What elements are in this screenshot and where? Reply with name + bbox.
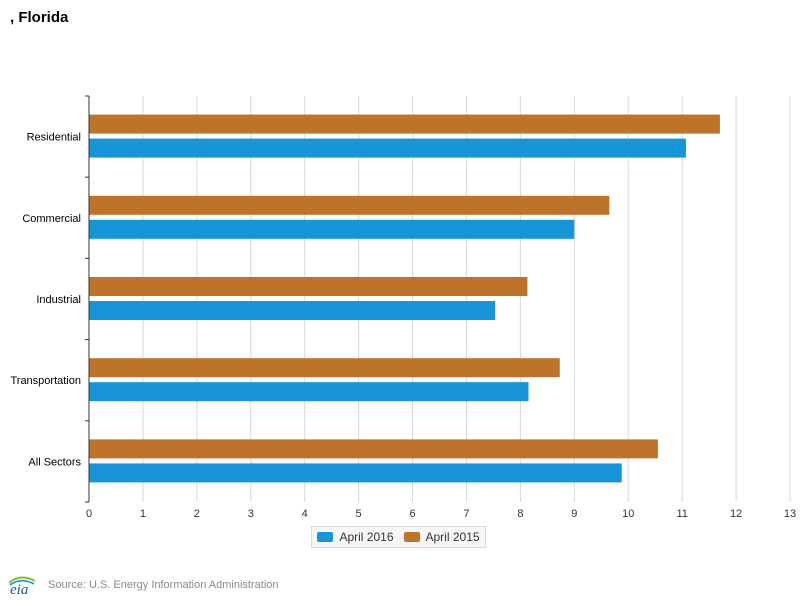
footer: eia Source: U.S. Energy Information Admi… — [6, 574, 279, 596]
legend-swatch-april-2015 — [403, 532, 420, 542]
legend: April 2016 April 2015 — [311, 526, 486, 548]
x-tick-label: 13 — [784, 508, 796, 520]
y-category-label: All Sectors — [28, 456, 81, 468]
bar-april-2016 — [89, 301, 496, 320]
bar-april-2016 — [89, 382, 529, 402]
eia-logo: eia — [8, 576, 36, 596]
chart-title: , Florida — [10, 9, 69, 26]
x-tick-label: 2 — [194, 508, 200, 520]
legend-swatch-april-2016 — [317, 532, 334, 542]
y-category-label: Industrial — [36, 294, 81, 306]
x-tick-label: 0 — [86, 508, 92, 520]
y-category-label: Residential — [27, 132, 81, 144]
bar-april-2015 — [89, 195, 610, 215]
bar-april-2016 — [89, 463, 622, 483]
bars — [89, 114, 720, 483]
bar-april-2015 — [89, 114, 720, 134]
legend-label-april-2015: April 2015 — [425, 530, 480, 544]
source-text: Source: U.S. Energy Information Administ… — [48, 579, 279, 591]
x-tick-label: 7 — [463, 508, 469, 520]
bar-april-2015 — [89, 358, 560, 378]
eia-logo-text: eia — [10, 582, 28, 596]
x-tick-label: 12 — [730, 508, 742, 520]
y-category-label: Commercial — [22, 213, 81, 225]
grid-lines — [142, 96, 791, 502]
x-tick-label: 9 — [571, 508, 577, 520]
x-tick-label: 4 — [302, 508, 308, 520]
x-tick-label: 5 — [356, 508, 362, 520]
x-tick-label: 1 — [140, 508, 146, 520]
legend-item-april-2015[interactable]: April 2015 — [403, 530, 480, 544]
x-tick-label: 10 — [622, 508, 634, 520]
x-tick-label: 8 — [517, 508, 523, 520]
bar-april-2015 — [89, 439, 658, 459]
legend-label-april-2016: April 2016 — [339, 530, 394, 544]
legend-item-april-2016[interactable]: April 2016 — [317, 530, 394, 544]
x-tick-label: 3 — [248, 508, 254, 520]
x-tick-label: 6 — [409, 508, 415, 520]
bar-april-2015 — [89, 277, 528, 296]
axis-labels: 0 1 2 3 4 5 6 7 8 9 10 11 12 13ResidentialCommercialI… — [10, 132, 796, 520]
axes — [85, 95, 90, 503]
bar-april-2016 — [89, 219, 575, 239]
y-category-label: Transportation — [10, 375, 81, 387]
x-tick-label: 11 — [676, 508, 687, 520]
bar-april-2016 — [89, 138, 686, 158]
